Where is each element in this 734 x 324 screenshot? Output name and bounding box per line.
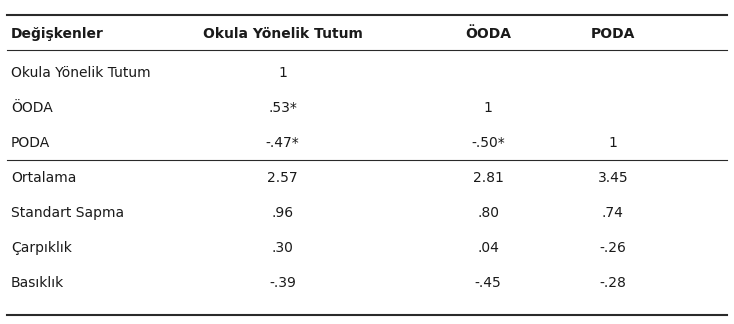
Text: Okula Yönelik Tutum: Okula Yönelik Tutum — [203, 27, 363, 41]
Text: 2.57: 2.57 — [267, 171, 298, 185]
Text: .74: .74 — [602, 206, 624, 220]
Text: 1: 1 — [278, 66, 287, 80]
Text: -.47*: -.47* — [266, 136, 299, 150]
Text: 3.45: 3.45 — [597, 171, 628, 185]
Text: 2.81: 2.81 — [473, 171, 504, 185]
Text: .80: .80 — [477, 206, 499, 220]
Text: -.45: -.45 — [475, 276, 501, 290]
Text: Basıklık: Basıklık — [11, 276, 65, 290]
Text: ÖODA: ÖODA — [465, 27, 511, 41]
Text: Standart Sapma: Standart Sapma — [11, 206, 124, 220]
Text: 1: 1 — [484, 101, 493, 115]
Text: .96: .96 — [272, 206, 294, 220]
Text: -.50*: -.50* — [471, 136, 505, 150]
Text: .04: .04 — [477, 241, 499, 255]
Text: 1: 1 — [608, 136, 617, 150]
Text: PODA: PODA — [11, 136, 50, 150]
Text: -.39: -.39 — [269, 276, 296, 290]
Text: Değişkenler: Değişkenler — [11, 27, 104, 41]
Text: PODA: PODA — [591, 27, 635, 41]
Text: -.28: -.28 — [600, 276, 626, 290]
Text: -.26: -.26 — [600, 241, 626, 255]
Text: .53*: .53* — [268, 101, 297, 115]
Text: .30: .30 — [272, 241, 294, 255]
Text: Çarpıklık: Çarpıklık — [11, 241, 72, 255]
Text: ÖODA: ÖODA — [11, 101, 53, 115]
Text: Ortalama: Ortalama — [11, 171, 76, 185]
Text: Okula Yönelik Tutum: Okula Yönelik Tutum — [11, 66, 150, 80]
